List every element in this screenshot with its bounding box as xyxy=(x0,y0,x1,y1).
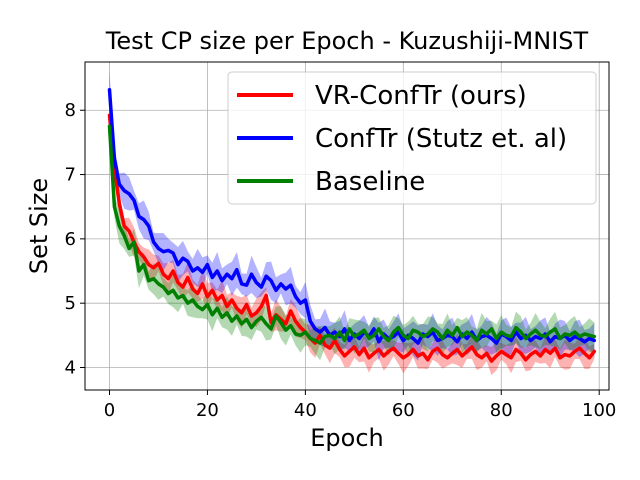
legend-label: Baseline xyxy=(315,167,425,197)
y-tick-label: 5 xyxy=(65,293,76,314)
y-tick-label: 8 xyxy=(65,100,76,121)
legend-label: VR-ConfTr (ours) xyxy=(315,81,527,111)
x-tick-label: 100 xyxy=(582,400,616,421)
y-axis-label: Set Size xyxy=(25,178,53,274)
y-tick-label: 6 xyxy=(65,229,76,250)
legend-label: ConfTr (Stutz et. al) xyxy=(315,124,567,154)
series-line xyxy=(107,113,597,363)
x-tick-label: 0 xyxy=(104,400,115,421)
series-line xyxy=(107,124,597,345)
legend: VR-ConfTr (ours) ConfTr (Stutz et. al) Bas… xyxy=(227,71,597,205)
series-line xyxy=(107,87,597,345)
x-tick-label: 20 xyxy=(196,400,219,421)
x-tick-label: 40 xyxy=(294,400,317,421)
x-tick-label: 80 xyxy=(490,400,513,421)
y-tick-label: 4 xyxy=(65,357,76,378)
chart-title: Test CP size per Epoch - Kuzushiji-MNIST xyxy=(105,27,589,55)
plot-frame xyxy=(84,61,610,391)
x-tick-label: 60 xyxy=(392,400,415,421)
y-tick-label: 7 xyxy=(65,165,76,186)
series-band xyxy=(109,103,595,376)
legend-box xyxy=(227,71,597,205)
series-lines xyxy=(107,87,597,363)
x-axis-label: Epoch xyxy=(310,424,384,452)
axis-ticks: 0 20 40 60 80 100 4 5 6 7 8 xyxy=(65,100,617,421)
series-band xyxy=(109,71,595,361)
